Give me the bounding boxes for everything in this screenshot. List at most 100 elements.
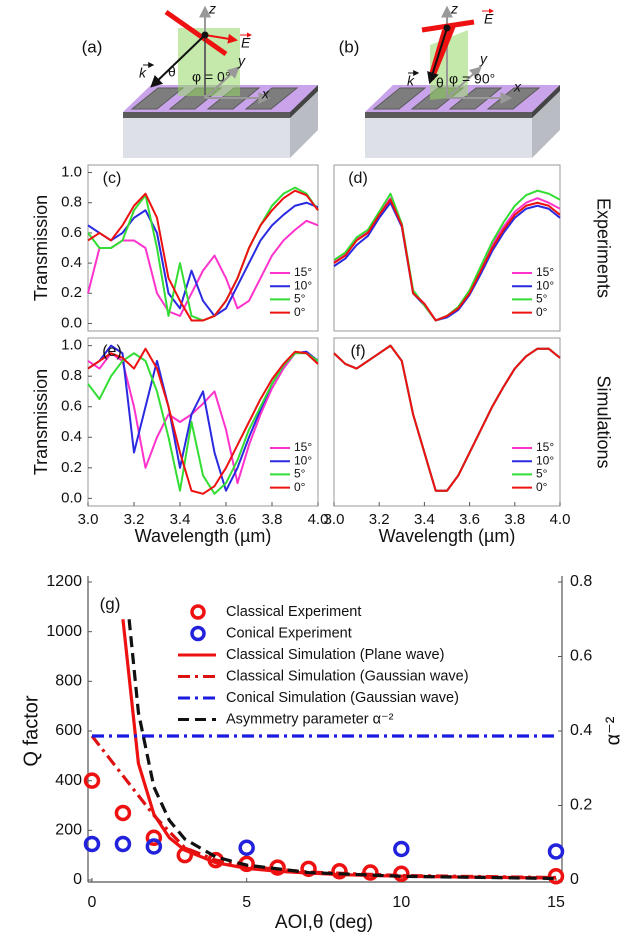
y-tick-label: 0.2 xyxy=(61,459,82,476)
legend-label: 10° xyxy=(294,278,312,292)
schematic-text: k xyxy=(407,73,415,89)
panel-label: (a) xyxy=(82,37,103,56)
legend-label: Conical Simulation (Gaussian wave) xyxy=(226,690,459,706)
x-tick-label: 3.0 xyxy=(78,511,99,528)
data-line xyxy=(121,619,557,880)
legend-swatch xyxy=(190,625,206,642)
x-axis-label: Wavelength (µm) xyxy=(379,526,516,546)
schematic-text: E xyxy=(484,11,494,27)
data-line xyxy=(87,347,319,495)
legend-swatch xyxy=(190,604,206,620)
data-point xyxy=(114,804,132,822)
schematic-text: θ xyxy=(436,75,444,91)
y-tick-label: 400 xyxy=(55,772,82,789)
side-label: Simulations xyxy=(593,375,613,468)
legend-label: 15° xyxy=(294,440,312,454)
panel-label: (b) xyxy=(339,37,360,56)
data-line xyxy=(87,189,319,322)
data-point xyxy=(238,839,255,856)
data-point xyxy=(83,772,101,789)
x-tick-label: 3.4 xyxy=(170,511,191,528)
legend-label: 15° xyxy=(536,265,554,279)
data-point xyxy=(547,843,565,860)
y-tick-label: 200 xyxy=(55,822,82,839)
x-tick-label: 10 xyxy=(392,894,410,911)
data-point xyxy=(83,835,101,853)
y-tick-label: 0.4 xyxy=(61,428,82,445)
x-axis-label: AOI,θ (deg) xyxy=(275,912,373,933)
y-axis-label: Transmission xyxy=(31,369,51,475)
x-tick-label: 3.0 xyxy=(324,511,345,528)
x-tick-label: 3.2 xyxy=(124,511,145,528)
schematic-text: y xyxy=(237,53,246,69)
data-line xyxy=(87,219,319,317)
legend-label: Classical Simulation (Plane wave) xyxy=(226,647,444,663)
legend-label: 0° xyxy=(294,480,306,494)
y2-tick-label: 0 xyxy=(570,871,579,888)
y2-tick-label: 0.2 xyxy=(570,797,592,814)
legend-label: Asymmetry parameter α⁻² xyxy=(226,711,394,727)
y-tick-label: 0 xyxy=(73,871,82,888)
y-tick-label: 0.8 xyxy=(61,367,82,384)
y-tick-label: 0.8 xyxy=(61,194,82,211)
plot-frame xyxy=(333,164,561,332)
schematic-text: x xyxy=(261,86,270,102)
y-tick-label: 1200 xyxy=(46,573,82,590)
schematic-text: E xyxy=(241,35,251,51)
legend-label: 5° xyxy=(294,292,306,306)
x-tick-label: 3.8 xyxy=(504,511,525,528)
y-tick-label: 0.4 xyxy=(61,254,82,271)
schematic-text: φ = 0° xyxy=(192,69,230,85)
legend-label: 5° xyxy=(536,467,548,481)
data-point xyxy=(547,868,565,885)
data-point xyxy=(393,840,410,858)
y-tick-label: 0.6 xyxy=(61,398,82,415)
y-tick-label: 0.2 xyxy=(61,284,82,301)
y2-axis-label: α⁻² xyxy=(602,716,624,745)
data-line xyxy=(87,352,319,495)
legend-label: 10° xyxy=(536,278,554,292)
data-point xyxy=(331,863,348,880)
legend-label: 5° xyxy=(294,467,306,481)
data-point xyxy=(145,838,163,855)
schematic-text: y xyxy=(479,51,488,67)
schematic xyxy=(365,5,560,158)
y-tick-label: 0.6 xyxy=(61,224,82,241)
y-tick-label: 1000 xyxy=(46,623,82,640)
schematic-text: z xyxy=(450,1,458,17)
panel-label: (d) xyxy=(348,170,368,187)
y-tick-label: 0.0 xyxy=(61,489,82,506)
legend-label: 10° xyxy=(536,453,554,467)
y-tick-label: 600 xyxy=(55,722,82,739)
panel-label: (c) xyxy=(103,170,122,187)
plot-frame xyxy=(333,337,561,507)
x-tick-label: 0 xyxy=(88,894,97,911)
y-tick-label: 800 xyxy=(55,673,82,690)
y2-tick-label: 0.4 xyxy=(570,722,592,739)
data-line xyxy=(87,350,319,485)
legend-label: 0° xyxy=(294,305,306,319)
data-point xyxy=(114,835,132,853)
schematic xyxy=(123,5,318,158)
legend-label: 5° xyxy=(536,292,548,306)
schematic-text: θ xyxy=(168,64,176,80)
data-line xyxy=(333,344,561,492)
y-axis-label: Transmission xyxy=(31,195,51,301)
y-tick-label: 0.0 xyxy=(61,314,82,331)
legend-label: Classical Experiment xyxy=(226,604,361,620)
x-tick-label: 3.6 xyxy=(216,511,237,528)
y-tick-label: 1.0 xyxy=(61,164,82,181)
y-tick-label: 1.0 xyxy=(61,337,82,354)
panel-label: (e) xyxy=(102,343,122,360)
data-point xyxy=(300,860,317,878)
data-line xyxy=(90,734,557,880)
y2-tick-label: 0.6 xyxy=(570,648,592,665)
y2-tick-label: 0.8 xyxy=(570,573,592,590)
data-line xyxy=(333,198,561,322)
y-axis-label: Q factor xyxy=(20,695,42,766)
data-line xyxy=(333,201,561,322)
x-axis-label: Wavelength (µm) xyxy=(135,526,272,546)
x-tick-label: 3.8 xyxy=(262,511,283,528)
side-label: Experiments xyxy=(593,198,613,298)
